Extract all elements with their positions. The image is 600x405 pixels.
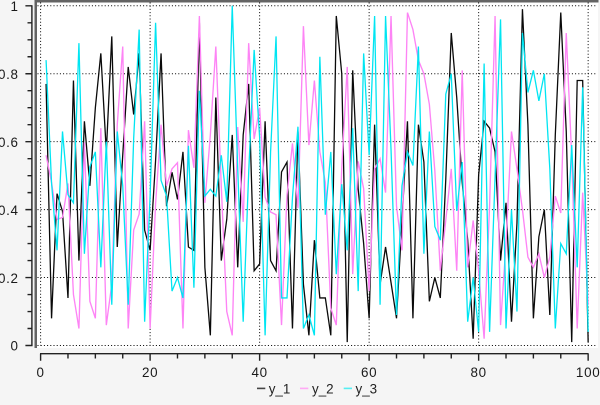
svg-text:60: 60 bbox=[361, 365, 377, 380]
svg-text:20: 20 bbox=[142, 365, 158, 380]
svg-text:0: 0 bbox=[11, 339, 19, 354]
svg-text:0.4: 0.4 bbox=[0, 203, 19, 218]
svg-text:y_3: y_3 bbox=[356, 382, 378, 397]
svg-text:0.6: 0.6 bbox=[0, 135, 19, 150]
svg-text:80: 80 bbox=[470, 365, 486, 380]
svg-text:0.2: 0.2 bbox=[0, 271, 19, 286]
svg-text:y_1: y_1 bbox=[269, 382, 291, 397]
svg-text:0.8: 0.8 bbox=[0, 67, 19, 82]
svg-text:0: 0 bbox=[37, 365, 45, 380]
svg-text:1: 1 bbox=[11, 0, 19, 14]
svg-text:40: 40 bbox=[251, 365, 267, 380]
svg-text:100: 100 bbox=[576, 365, 600, 380]
svg-text:y_2: y_2 bbox=[312, 382, 334, 397]
